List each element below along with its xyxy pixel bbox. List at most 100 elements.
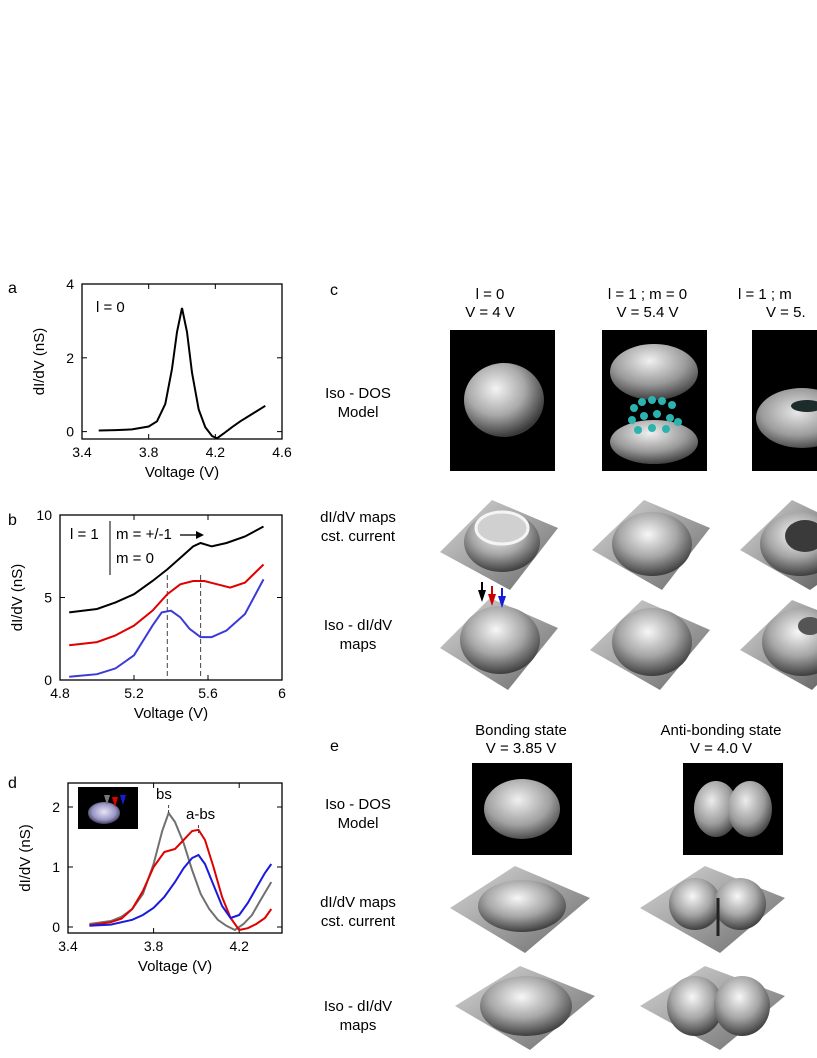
e-col1-line2: V = 3.85 V (485, 740, 557, 757)
y-tick-label: 2 (66, 350, 74, 366)
c-col1-line1: l = 0 (475, 286, 505, 303)
x-tick-label: 5.6 (198, 685, 218, 701)
e-col2-header: Anti-bonding state V = 4.0 V (636, 722, 806, 758)
x-axis-label: Voltage (V) (145, 464, 219, 481)
series-line-0 (98, 307, 266, 440)
annotation-l0: l = 0 (96, 299, 125, 316)
x-tick-label: 3.4 (72, 444, 92, 460)
black-arrow-icon (478, 590, 486, 602)
series-line-1 (89, 828, 273, 932)
y-axis-label: dI/dV (nS) (9, 564, 26, 632)
inset-blob (88, 802, 120, 824)
c-row2-line1: dI/dV maps (320, 509, 396, 526)
c-arrows (478, 582, 506, 608)
x-tick-label: 4.6 (272, 444, 292, 460)
annotation-m0: m = 0 (116, 550, 154, 567)
series-line-1 (69, 563, 265, 647)
c-col2-header: l = 1 ; m = 0 V = 5.4 V (585, 286, 710, 322)
c-map-iso-l1m1 (740, 600, 817, 690)
e-row2-line2: cst. current (320, 913, 396, 930)
series-line-0 (69, 525, 264, 614)
c-col3-header: l = 1 ; m V = 5. (738, 286, 817, 322)
blue-arrow-icon (120, 795, 126, 805)
x-tick-label: 3.8 (144, 938, 164, 954)
annotation-a-bs: a-bs (186, 806, 215, 823)
c-maps-images (440, 500, 817, 690)
x-axis-label: Voltage (V) (134, 705, 208, 722)
plot-frame (67, 782, 283, 934)
e-row2-label: dI/dV maps cst. current (298, 893, 418, 931)
e-row1-line1: Iso - DOS (325, 796, 391, 813)
x-tick-label: 5.2 (124, 685, 144, 701)
y-axis-label: dI/dV (nS) (31, 328, 48, 396)
c-row3-label: Iso - dI/dV maps (298, 616, 418, 654)
y-axis-label: dI/dV (nS) (17, 824, 34, 892)
c-col2-line1: l = 1 ; m = 0 (607, 286, 688, 303)
c-map-iso-l1m0 (590, 600, 710, 690)
c-col2-line2: V = 5.4 V (616, 304, 679, 321)
panel-letter-b: b (8, 512, 17, 529)
red-arrow-icon (112, 797, 118, 807)
c-col3-line2: V = 5. (766, 304, 806, 321)
c-row3-line2: maps (339, 636, 377, 653)
c-row2-line2: cst. current (320, 528, 396, 545)
e-col1-line1: Bonding state (475, 722, 567, 739)
series-line-0 (89, 810, 273, 932)
e-col1-header: Bonding state V = 3.85 V (456, 722, 586, 758)
series-line-2 (69, 578, 265, 678)
e-isodos-bonding-image (472, 763, 572, 855)
chart-b: 4.8 5.2 5.6 6 0 5 10 Voltage (V) dI/dV (nS) l = 1… (9, 507, 286, 722)
y-tick-label: 10 (36, 507, 52, 523)
e-row1-label: Iso - DOS Model (298, 795, 418, 833)
chart-a: 3.4 3.8 4.2 4.6 0 2 4 Voltage (V) dI/dV (nS) l = … (31, 276, 292, 481)
x-tick-label: 3.8 (139, 444, 159, 460)
e-map-iso-antibonding (640, 966, 785, 1050)
e-col2-line2: V = 4.0 V (689, 740, 753, 757)
c-map-cst-l1m0 (592, 500, 710, 590)
x-tick-label: 4.2 (229, 938, 249, 954)
c-isodos-l1m1-image (752, 330, 817, 471)
y-tick-label: 5 (44, 590, 52, 606)
inset-image (78, 787, 138, 829)
e-col2-line1: Anti-bonding state (660, 722, 782, 739)
plot-frame (81, 283, 283, 440)
c-map-iso-l0 (440, 598, 558, 690)
annotation-m-pm1: m = +/-1 (116, 526, 172, 543)
blue-arrow-icon (498, 596, 506, 608)
y-tick-label: 0 (66, 424, 74, 440)
series-line-2 (89, 853, 273, 927)
x-tick-label: 4.2 (206, 444, 226, 460)
c-col1-line2: V = 4 V (465, 304, 515, 321)
e-row3-label: Iso - dI/dV maps (298, 997, 418, 1035)
c-row3-line1: Iso - dI/dV (323, 617, 393, 634)
panel-letter-d: d (8, 775, 17, 792)
annotation-bs: bs (156, 786, 172, 803)
chart-d: 3.4 3.8 4.2 0 1 2 Voltage (V) dI/dV (nS) bs a-bs (17, 782, 283, 975)
c-isodos-l1m0-image (602, 330, 707, 471)
x-axis-label: Voltage (V) (138, 958, 212, 975)
arrow-right-icon (196, 531, 204, 539)
e-map-cst-antibonding (640, 866, 785, 953)
x-tick-label: 6 (278, 685, 286, 701)
y-tick-label: 0 (52, 919, 60, 935)
y-tick-label: 2 (52, 799, 60, 815)
e-isodos-antibonding-image (683, 763, 783, 855)
c-row1-line1: Iso - DOS (325, 385, 391, 402)
e-map-cst-bonding (450, 866, 590, 953)
c-row1-line2: Model (337, 404, 379, 421)
panel-letter-c: c (330, 282, 338, 299)
annotation-l1: l = 1 (70, 526, 99, 543)
c-col3-line1: l = 1 ; m (738, 286, 792, 303)
x-tick-label: 3.4 (58, 938, 78, 954)
panel-letter-a: a (8, 280, 17, 297)
x-tick-label: 4.8 (50, 685, 70, 701)
c-col1-header: l = 0 V = 4 V (440, 286, 540, 322)
c-row2-label: dI/dV maps cst. current (298, 508, 418, 546)
c-map-cst-l1m1 (740, 500, 817, 590)
y-tick-label: 4 (66, 276, 74, 292)
c-isodos-l0-image (450, 330, 555, 471)
red-arrow-icon (488, 594, 496, 606)
panel-letter-e: e (330, 738, 339, 755)
e-map-iso-bonding (455, 966, 595, 1050)
c-row1-label: Iso - DOS Model (298, 384, 418, 422)
